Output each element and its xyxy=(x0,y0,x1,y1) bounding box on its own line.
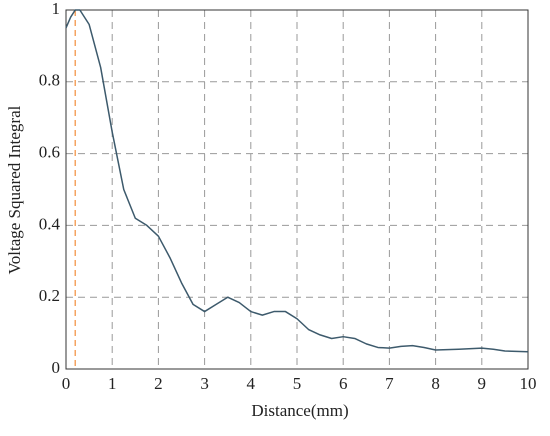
x-tick-label: 8 xyxy=(431,374,440,393)
y-tick-label: 0.6 xyxy=(39,143,60,162)
x-tick-label: 6 xyxy=(339,374,348,393)
x-tick-label: 2 xyxy=(154,374,163,393)
x-tick-label: 1 xyxy=(108,374,117,393)
y-tick-label: 0.2 xyxy=(39,286,60,305)
x-tick-label: 9 xyxy=(478,374,487,393)
x-tick-label: 7 xyxy=(385,374,394,393)
y-tick-label: 0.4 xyxy=(39,214,61,233)
x-tick-label: 4 xyxy=(247,374,256,393)
data-line xyxy=(65,9,529,353)
plot-frame xyxy=(65,9,529,370)
x-tick-label: 0 xyxy=(62,374,71,393)
y-axis-label: Voltage Squared Integral xyxy=(5,105,24,274)
y-tick-label: 1 xyxy=(52,0,61,18)
y-tick-label: 0.8 xyxy=(39,71,60,90)
x-tick-label: 10 xyxy=(520,374,537,393)
y-tick-label: 0 xyxy=(52,358,61,377)
x-tick-label: 5 xyxy=(293,374,302,393)
x-axis-label: Distance(mm) xyxy=(251,401,348,420)
x-tick-label: 3 xyxy=(200,374,209,393)
